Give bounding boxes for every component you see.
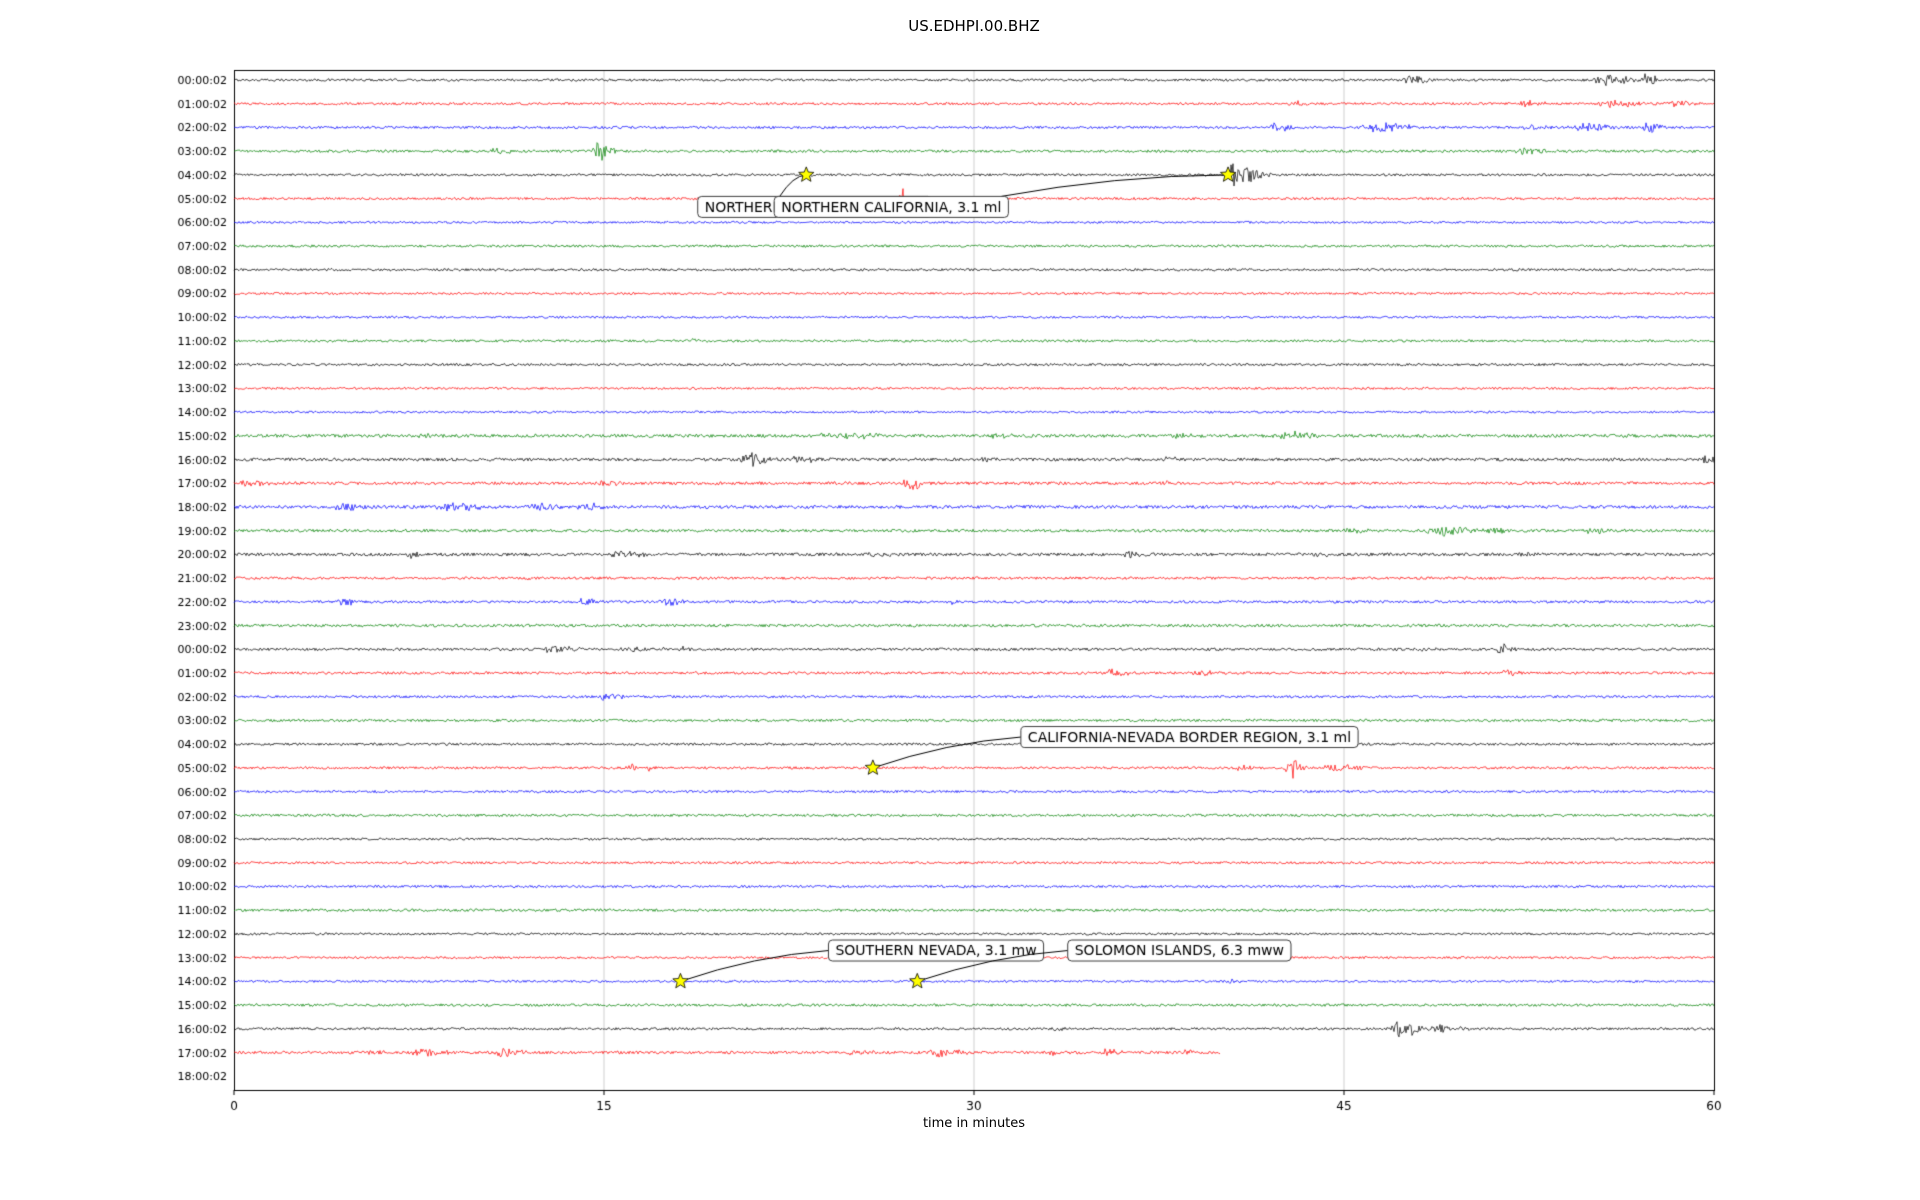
chart-title: US.EDHPI.00.BHZ bbox=[908, 17, 1040, 35]
x-axis-label: time in minutes bbox=[922, 1116, 1026, 1131]
